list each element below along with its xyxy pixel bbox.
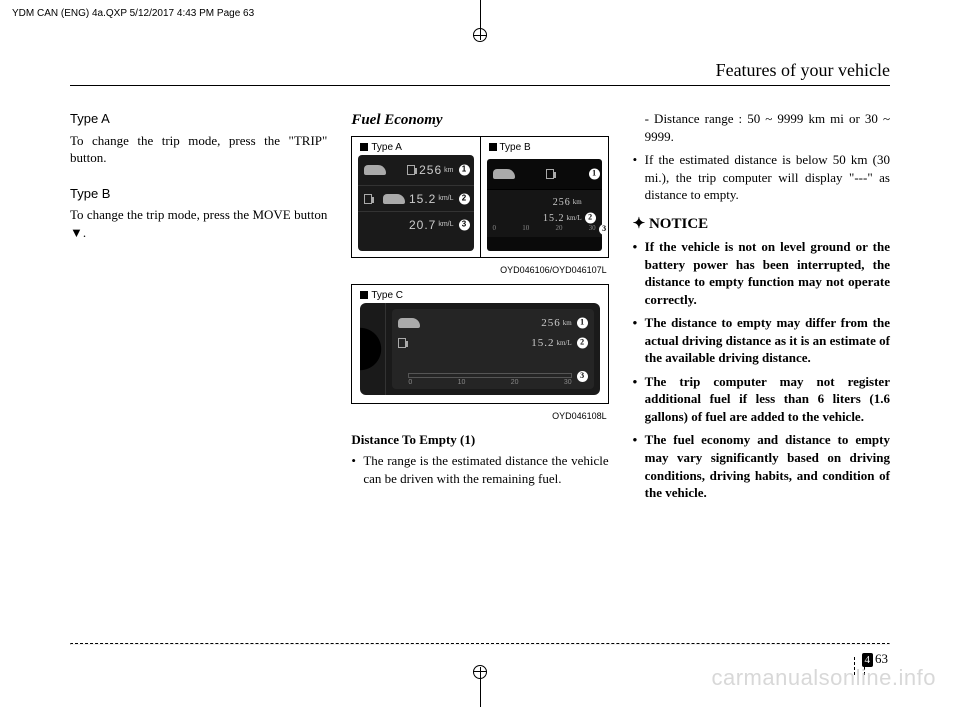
figure-type-b: Type B 1 256km bbox=[480, 137, 608, 257]
notice-item: The fuel economy and distance to empty m… bbox=[633, 431, 890, 501]
fig-label-type-a: Type A bbox=[358, 141, 404, 155]
car-icon bbox=[383, 194, 405, 204]
type-b-body: To change the trip mode, press the MOVE … bbox=[70, 206, 327, 241]
head-rule bbox=[70, 85, 890, 86]
figure-code-1: OYD046106/OYD046107L bbox=[351, 264, 606, 276]
fig-label-type-b: Type B bbox=[487, 141, 533, 155]
c-val-1: 256 bbox=[541, 316, 561, 331]
page-content: Features of your vehicle Type A To chang… bbox=[70, 60, 890, 637]
running-head: Features of your vehicle bbox=[70, 60, 890, 81]
c-val-2: 15.2 bbox=[531, 336, 554, 351]
badge-2: 2 bbox=[585, 213, 596, 224]
registration-mark-top bbox=[460, 0, 500, 40]
badge-1: 1 bbox=[459, 165, 470, 176]
distance-bullet: The range is the estimated distance the … bbox=[351, 452, 608, 487]
scale: 0 10 20 30 bbox=[408, 378, 571, 387]
registration-mark-bottom bbox=[460, 667, 500, 707]
notice-item: If the vehicle is not on level ground or… bbox=[633, 238, 890, 308]
column-2: Fuel Economy Type A 256km 1 bbox=[351, 110, 608, 508]
car-icon bbox=[364, 165, 386, 175]
dash-arc bbox=[360, 303, 386, 395]
car-icon bbox=[398, 318, 420, 328]
fuel-icon bbox=[398, 338, 406, 348]
watermark: carmanualsonline.info bbox=[711, 665, 936, 691]
column-3: - Distance range : 50 ~ 9999 km mi or 30… bbox=[633, 110, 890, 508]
badge-3: 3 bbox=[577, 371, 588, 382]
fuel-icon bbox=[546, 169, 554, 179]
figure-type-a: Type A 256km 1 15.2km/L bbox=[352, 137, 479, 257]
badge-1: 1 bbox=[589, 169, 600, 180]
print-header: YDM CAN (ENG) 4a.QXP 5/12/2017 4:43 PM P… bbox=[12, 8, 254, 19]
notice-title: ✦ NOTICE bbox=[633, 214, 890, 234]
dash-val-2: 15.2 bbox=[409, 191, 436, 207]
badge-2: 2 bbox=[459, 193, 470, 204]
type-a-label: Type A bbox=[70, 110, 327, 128]
type-b-label: Type B bbox=[70, 185, 327, 203]
column-1: Type A To change the trip mode, press th… bbox=[70, 110, 327, 508]
notice-item: The distance to empty may differ from th… bbox=[633, 314, 890, 367]
b-val-1: 256 bbox=[553, 196, 571, 210]
distance-heading: Distance To Empty (1) bbox=[351, 431, 608, 449]
badge-2: 2 bbox=[577, 338, 588, 349]
figure-code-2: OYD046108L bbox=[351, 410, 606, 422]
notice-item: The trip computer may not register addit… bbox=[633, 373, 890, 426]
figure-type-c: Type C 256km 1 15.2km/L 2 bbox=[351, 284, 608, 404]
range-line: - Distance range : 50 ~ 9999 km mi or 30… bbox=[633, 110, 890, 145]
columns: Type A To change the trip mode, press th… bbox=[70, 110, 890, 508]
scale: 0 10 20 30 3 bbox=[493, 224, 596, 234]
badge-1: 1 bbox=[577, 318, 588, 329]
type-a-body: To change the trip mode, press the "TRIP… bbox=[70, 132, 327, 167]
fuel-icon bbox=[407, 165, 415, 175]
figure-type-ab: Type A 256km 1 15.2km/L bbox=[351, 136, 608, 258]
dash-val-3: 20.7 bbox=[409, 217, 436, 233]
car-icon bbox=[493, 169, 515, 179]
badge-3: 3 bbox=[599, 224, 609, 235]
fuel-icon bbox=[364, 194, 372, 204]
fuel-economy-heading: Fuel Economy bbox=[351, 110, 608, 130]
below-bullet: If the estimated distance is below 50 km… bbox=[633, 151, 890, 204]
footer-rule bbox=[70, 643, 890, 645]
notice-list: If the vehicle is not on level ground or… bbox=[633, 238, 890, 502]
fig-label-type-c: Type C bbox=[358, 289, 405, 303]
b-val-2: 15.2 bbox=[543, 212, 565, 226]
dash-val-1: 256 bbox=[419, 162, 442, 178]
badge-3: 3 bbox=[459, 219, 470, 230]
